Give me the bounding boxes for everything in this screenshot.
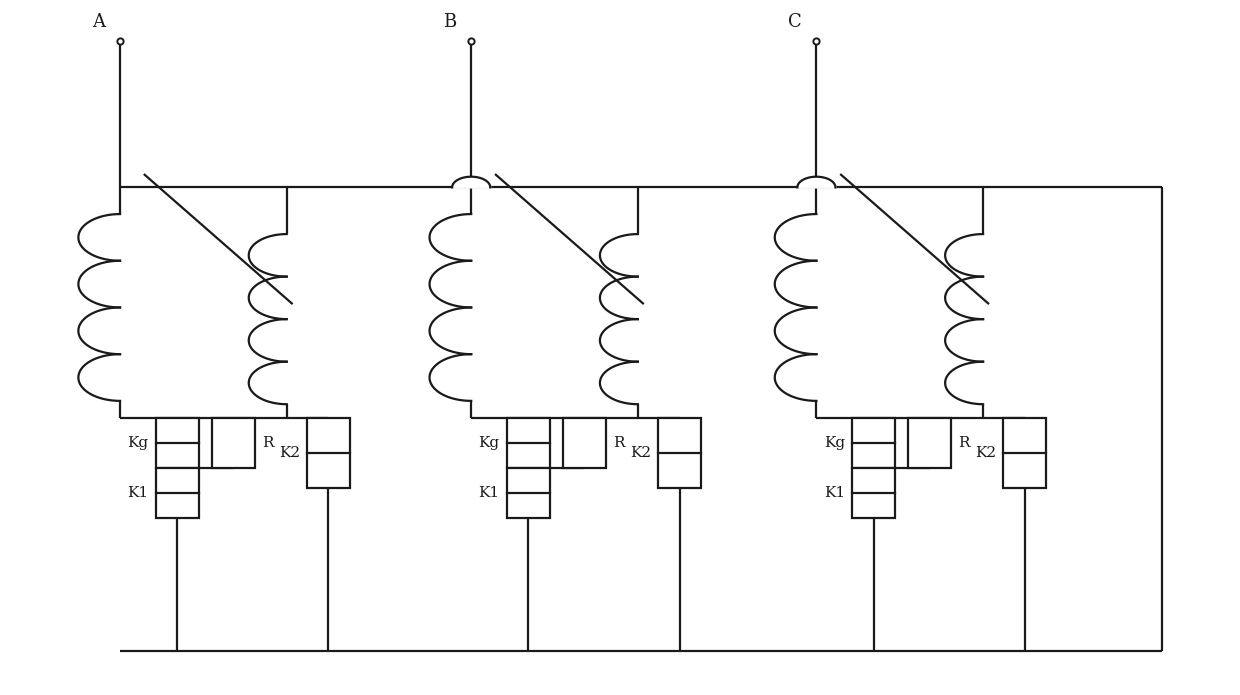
- Text: Kg: Kg: [479, 436, 500, 450]
- Bar: [563, 418, 605, 468]
- Bar: [308, 418, 350, 488]
- Text: K2: K2: [279, 445, 300, 459]
- Text: Kg: Kg: [128, 436, 149, 450]
- Text: K2: K2: [630, 445, 651, 459]
- Text: R: R: [262, 436, 273, 450]
- Bar: [212, 418, 254, 468]
- Text: A: A: [92, 13, 105, 31]
- Bar: [156, 468, 198, 518]
- Text: K1: K1: [823, 486, 844, 500]
- Bar: [658, 418, 701, 488]
- Bar: [156, 418, 198, 468]
- Text: R: R: [613, 436, 625, 450]
- Bar: [908, 418, 951, 468]
- Bar: [852, 418, 895, 468]
- Text: K2: K2: [975, 445, 996, 459]
- Bar: [507, 418, 549, 468]
- Text: R: R: [959, 436, 970, 450]
- Text: K1: K1: [128, 486, 149, 500]
- Text: C: C: [789, 13, 802, 31]
- Bar: [507, 468, 549, 518]
- Bar: [1003, 418, 1047, 488]
- Text: K1: K1: [479, 486, 500, 500]
- Text: B: B: [443, 13, 456, 31]
- Text: Kg: Kg: [823, 436, 844, 450]
- Bar: [852, 468, 895, 518]
